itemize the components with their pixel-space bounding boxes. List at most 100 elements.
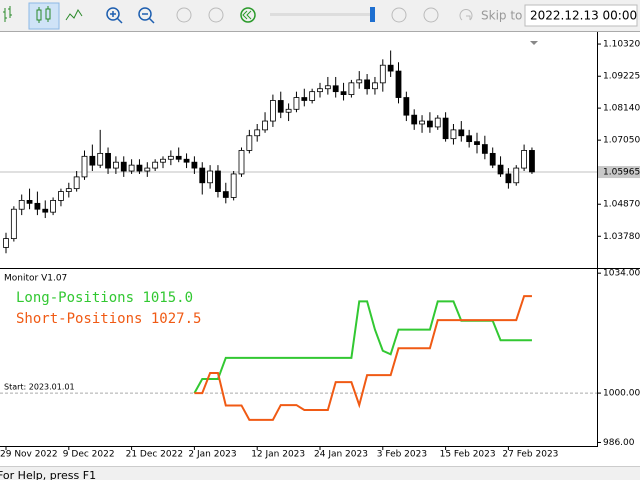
candle-body — [372, 82, 378, 90]
y-tick-label: 1034.00 — [603, 269, 640, 279]
x-tick-label: 29 Nov 2022 — [0, 450, 58, 460]
candle-body — [207, 170, 214, 184]
candle-body — [65, 188, 72, 192]
candle-body — [42, 208, 49, 213]
indicator-line — [194, 295, 532, 421]
status-bar — [0, 466, 640, 480]
candle-body — [3, 238, 9, 248]
candle-body — [293, 97, 300, 110]
candle-body — [419, 120, 425, 125]
candle-body — [379, 64, 386, 84]
end-button[interactable] — [423, 7, 439, 23]
candle-body — [10, 208, 17, 240]
chart-shift-marker — [530, 41, 538, 45]
x-tick-label: 3 Feb 2023 — [377, 450, 427, 460]
skip-to-label: Skip to — [481, 9, 522, 23]
candle-body — [411, 114, 418, 125]
y-tick-label: 1.07050 — [603, 136, 640, 146]
y-tick-label: 1000.00 — [603, 389, 640, 399]
candle-body — [340, 91, 347, 96]
rewind-button[interactable] — [240, 7, 256, 23]
candle-body — [513, 167, 520, 184]
candle-body — [356, 79, 363, 84]
candle-body — [505, 173, 512, 184]
candle-body — [521, 150, 527, 169]
x-tick-label: 12 Jan 2023 — [251, 450, 305, 460]
candle-body — [387, 64, 394, 72]
legend-value: 1015.0 — [142, 290, 193, 306]
candle-body — [324, 85, 331, 90]
candle-body — [50, 200, 56, 213]
candle-body — [254, 129, 261, 137]
candle-body — [348, 82, 355, 96]
indicator-title: Monitor V1.07 — [4, 274, 67, 284]
legend-value: 1027.5 — [151, 311, 202, 327]
legend-name: Long-Positions — [16, 290, 134, 306]
x-tick-label: 24 Jan 2023 — [314, 450, 368, 460]
candle-body — [497, 164, 504, 175]
candle-body — [199, 167, 206, 184]
candle-body — [277, 100, 284, 113]
candle-body — [18, 200, 25, 210]
slider-thumb[interactable] — [370, 7, 375, 22]
candles-button[interactable] — [28, 2, 60, 30]
pause-button[interactable] — [176, 7, 192, 23]
candle-body — [301, 97, 308, 101]
candle-body — [458, 129, 465, 137]
candle-body — [529, 150, 535, 173]
candle-body — [450, 129, 457, 140]
candle-body — [481, 144, 488, 154]
candle-body — [238, 150, 245, 175]
candle-body — [105, 152, 111, 169]
x-tick-label: 21 Dec 2022 — [126, 450, 184, 460]
legend-name: Short-Positions — [16, 311, 142, 327]
candle-body — [97, 152, 104, 166]
candle-body — [309, 91, 316, 101]
candle-body — [81, 155, 88, 178]
speed-slider[interactable] — [270, 13, 370, 16]
candle-body — [474, 141, 480, 145]
start-annotation: Start: 2023.01.01 — [4, 383, 75, 392]
candle-body — [395, 70, 402, 98]
candle-body — [183, 158, 190, 163]
bar-chart-button[interactable] — [3, 6, 12, 22]
candle-body — [136, 164, 143, 172]
candle-body — [167, 155, 174, 160]
legend-entry: Short-Positions 1027.5 — [16, 311, 201, 327]
candle-body — [466, 135, 473, 143]
x-tick-label: 2 Jan 2023 — [188, 450, 236, 460]
y-tick-label: 1.03780 — [603, 232, 640, 242]
candle-body — [489, 152, 496, 166]
candle-body — [26, 200, 33, 204]
candle-body — [215, 170, 221, 192]
date-input[interactable] — [524, 4, 638, 27]
line-chart-button[interactable] — [65, 9, 83, 21]
candle-body — [230, 173, 237, 198]
candle-body — [128, 164, 135, 172]
candle-body — [73, 176, 80, 190]
status-text: For Help, press F1 — [0, 469, 96, 480]
forward-button[interactable] — [391, 7, 407, 23]
candle-body — [89, 155, 96, 166]
candle-body — [269, 100, 276, 122]
candle-body — [262, 120, 268, 131]
stop-button[interactable] — [208, 7, 224, 23]
candle-body — [317, 88, 323, 93]
candle-body — [34, 202, 41, 210]
candle-body — [120, 161, 127, 172]
candle-body — [332, 85, 339, 93]
y-tick-label: 986.00 — [603, 438, 635, 448]
y-tick-label: 1.08140 — [603, 104, 640, 114]
candle-body — [144, 167, 151, 172]
candle-body — [285, 108, 292, 113]
x-tick-label: 27 Feb 2023 — [502, 450, 558, 460]
candle-body — [222, 191, 229, 198]
zoom-out-button[interactable] — [138, 7, 155, 24]
candle-body — [113, 161, 119, 169]
zoom-in-button[interactable] — [106, 7, 123, 24]
candle-body — [175, 155, 182, 160]
candle-body — [434, 117, 441, 128]
candle-body — [442, 117, 449, 140]
